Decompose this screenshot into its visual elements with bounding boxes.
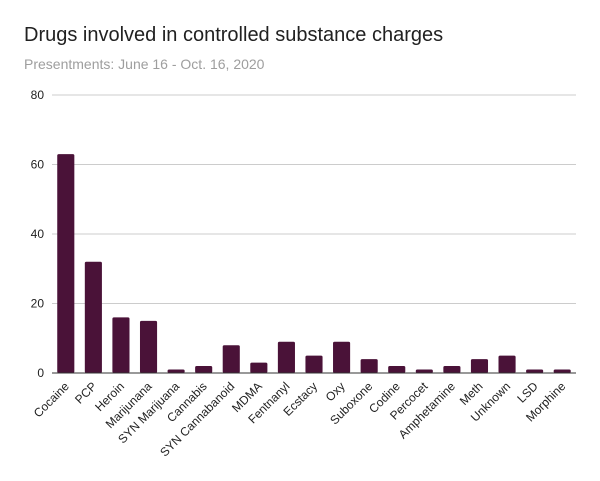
bar-percocet[interactable] xyxy=(415,369,433,373)
bar-oxy[interactable] xyxy=(333,341,351,373)
x-category-label: Cocaine xyxy=(31,379,72,420)
bar-heroin[interactable] xyxy=(112,317,130,373)
bar-suboxone[interactable] xyxy=(360,359,378,373)
bar-cocaine[interactable] xyxy=(57,154,75,373)
bar-cannabis[interactable] xyxy=(195,366,213,373)
bar-lsd[interactable] xyxy=(526,369,544,373)
bar-syn-cannabanoid[interactable] xyxy=(222,345,240,373)
bar-unknown[interactable] xyxy=(498,355,516,374)
chart-title: Drugs involved in controlled substance c… xyxy=(24,24,444,46)
bar-meth[interactable] xyxy=(470,359,489,373)
y-tick-label: 80 xyxy=(31,88,45,102)
bar-pcp[interactable] xyxy=(84,261,102,373)
chart-subtitle: Presentments: June 16 - Oct. 16, 2020 xyxy=(24,56,265,72)
bars xyxy=(57,154,571,374)
y-tick-label: 20 xyxy=(31,297,45,311)
bar-ecstacy[interactable] xyxy=(305,355,323,374)
bar-mdma[interactable] xyxy=(250,362,268,373)
bar-morphine[interactable] xyxy=(553,369,571,373)
y-axis-ticks: 0 20 40 60 80 xyxy=(31,88,45,380)
y-tick-label: 0 xyxy=(37,366,44,380)
bar-syn-marijuana[interactable] xyxy=(167,369,185,373)
bar-amphetamine[interactable] xyxy=(443,366,461,373)
bar-fentnanyl[interactable] xyxy=(277,341,295,373)
bar-codine[interactable] xyxy=(388,366,406,373)
y-tick-label: 60 xyxy=(31,158,45,172)
bar-marijunana[interactable] xyxy=(139,320,158,374)
gridlines xyxy=(52,94,576,304)
y-tick-label: 40 xyxy=(31,227,45,241)
